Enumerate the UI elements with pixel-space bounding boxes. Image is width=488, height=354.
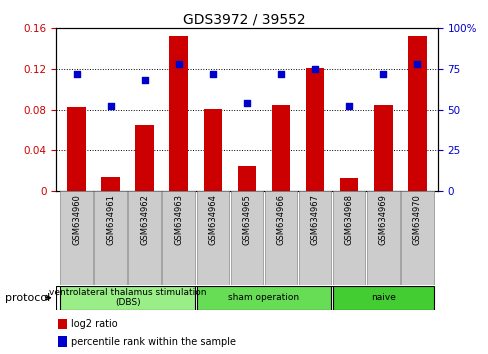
Point — [141, 78, 148, 83]
Bar — [298, 191, 331, 285]
Point — [412, 61, 420, 67]
Point — [106, 104, 114, 109]
Bar — [196, 191, 229, 285]
Text: GSM634965: GSM634965 — [242, 194, 251, 245]
Text: GSM634963: GSM634963 — [174, 194, 183, 245]
Bar — [162, 191, 195, 285]
Bar — [101, 177, 120, 191]
Text: GSM634968: GSM634968 — [344, 194, 353, 245]
Bar — [339, 178, 358, 191]
Point — [243, 101, 250, 106]
Point — [277, 71, 285, 77]
Bar — [271, 105, 290, 191]
Bar — [128, 191, 161, 285]
Bar — [264, 191, 297, 285]
Point — [208, 71, 216, 77]
Point — [175, 61, 183, 67]
Bar — [60, 191, 93, 285]
Bar — [407, 36, 426, 191]
Bar — [366, 191, 399, 285]
Bar — [203, 109, 222, 191]
Text: percentile rank within the sample: percentile rank within the sample — [71, 337, 235, 347]
Point — [379, 71, 386, 77]
Text: sham operation: sham operation — [228, 293, 299, 302]
Text: GSM634970: GSM634970 — [412, 194, 421, 245]
Point — [310, 66, 318, 72]
Bar — [400, 191, 433, 285]
Bar — [94, 191, 127, 285]
Bar — [332, 191, 365, 285]
Text: GSM634969: GSM634969 — [378, 194, 387, 245]
Bar — [67, 107, 86, 191]
Text: naive: naive — [370, 293, 395, 302]
Bar — [373, 105, 392, 191]
Bar — [196, 286, 331, 310]
Text: GSM634960: GSM634960 — [72, 194, 81, 245]
Bar — [58, 336, 66, 347]
Bar — [332, 286, 433, 310]
Text: GSM634967: GSM634967 — [310, 194, 319, 245]
Text: GSM634961: GSM634961 — [106, 194, 115, 245]
Text: GDS3972 / 39552: GDS3972 / 39552 — [183, 12, 305, 27]
Text: ventrolateral thalamus stimulation
(DBS): ventrolateral thalamus stimulation (DBS) — [49, 288, 206, 307]
Bar — [305, 68, 324, 191]
Bar — [58, 319, 66, 329]
Text: GSM634962: GSM634962 — [140, 194, 149, 245]
Text: protocol: protocol — [5, 293, 50, 303]
Text: GSM634966: GSM634966 — [276, 194, 285, 245]
Bar — [230, 191, 263, 285]
Bar — [237, 166, 256, 191]
Text: GSM634964: GSM634964 — [208, 194, 217, 245]
Point — [345, 104, 352, 109]
Bar — [135, 125, 154, 191]
Bar — [60, 286, 195, 310]
Text: log2 ratio: log2 ratio — [71, 319, 117, 329]
Bar — [169, 36, 188, 191]
Point — [73, 71, 81, 77]
